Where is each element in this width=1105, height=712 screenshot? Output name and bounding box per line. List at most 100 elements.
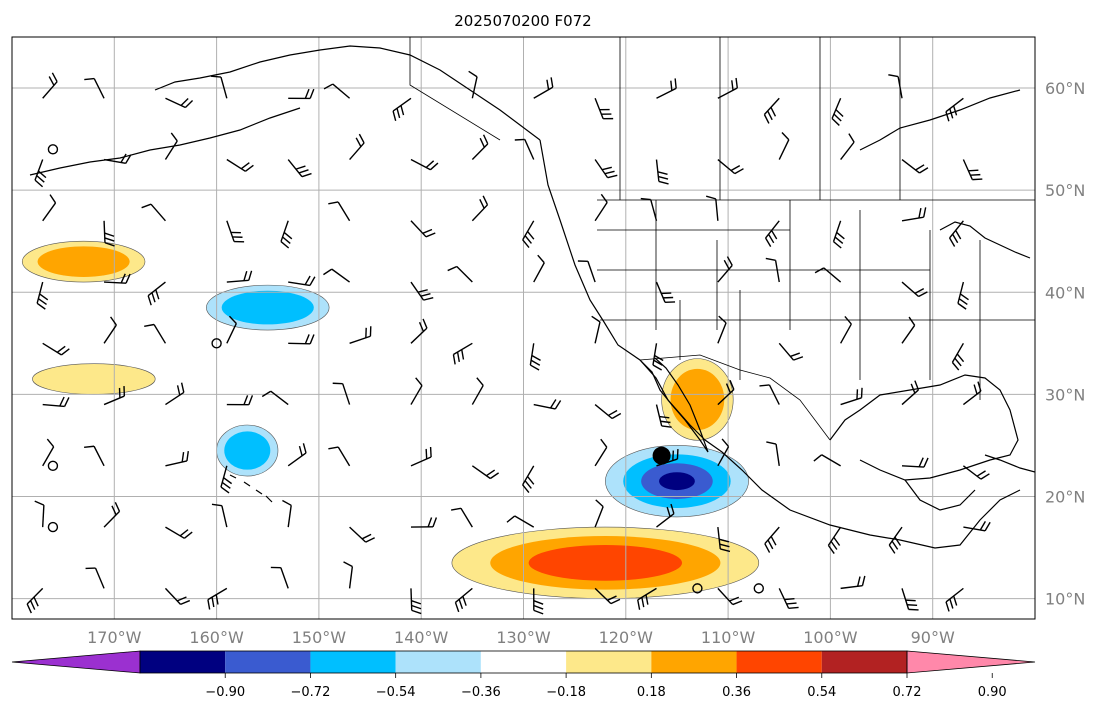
wind-barb [717, 158, 744, 175]
wind-barb [840, 387, 863, 406]
wind-barb [533, 588, 544, 615]
anomaly-central-pacific-40n-level-1 [221, 290, 314, 325]
anomaly-pacific-32n-level-0 [32, 363, 156, 395]
wind-barb [655, 159, 669, 185]
wind-barb [656, 503, 675, 528]
wind-barb [717, 587, 743, 606]
wind-barb [901, 207, 927, 222]
colorbar-tick-label: 0.54 [807, 685, 836, 700]
wind-barb [103, 153, 132, 165]
wind-barb [165, 450, 189, 467]
latitude-tick-labels: 10°N 20°N 30°N 40°N 50°N 60°N [1045, 79, 1085, 609]
wind-barb [392, 97, 412, 121]
wind-barb [533, 399, 562, 410]
wind-barb [36, 281, 49, 310]
lat-tick-label: 10°N [1045, 590, 1085, 609]
wind-barb [211, 503, 228, 528]
wind-barb [591, 315, 601, 344]
wind-barb [226, 270, 253, 283]
wind-barb [471, 377, 484, 405]
wind-barb [832, 220, 845, 249]
wind-barb [840, 575, 866, 590]
storm-center-marker [652, 446, 671, 465]
colorbar-swatch [395, 651, 481, 673]
wind-barb [962, 465, 990, 480]
wind-barb [84, 445, 105, 467]
anomaly-gulf-california-level-1 [670, 368, 725, 431]
lat-tick-label: 40°N [1045, 283, 1085, 302]
wind-barb [280, 220, 293, 249]
wind-barb [705, 195, 719, 221]
baja-peninsula [639, 357, 709, 453]
wind-barb [34, 159, 47, 188]
wind-barb [471, 195, 489, 222]
coastlines [29, 45, 1035, 549]
wind-barb [410, 281, 434, 301]
wind-barb [901, 588, 919, 611]
wind-barb [655, 404, 672, 428]
wind-barb [637, 587, 657, 610]
wind-barb [778, 131, 790, 160]
wind-barb [42, 194, 57, 222]
colorbar-swatch [566, 651, 652, 673]
wind-barb [831, 97, 844, 126]
west-coast-outline [539, 139, 1021, 549]
wind-barb [962, 159, 983, 181]
wind-barb [349, 526, 375, 543]
colorbar-swatch [651, 651, 737, 673]
wind-barb [901, 158, 929, 174]
map-plot-area [11, 36, 1036, 620]
wind-barb [778, 588, 799, 609]
wind-barb [951, 342, 965, 371]
wind-barb [164, 132, 178, 160]
wind-barb [103, 316, 117, 344]
colorbar-tick-label: 0.90 [978, 685, 1007, 700]
us-mexico-border [639, 354, 831, 441]
calm-station-circle [692, 583, 703, 594]
calm-station-circle [47, 460, 59, 472]
colorbar-extend-min [11, 650, 141, 674]
wind-barb [901, 380, 920, 406]
wind-barb [287, 443, 307, 467]
wind-barb [349, 326, 372, 344]
longitude-tick-labels: 170°W 160°W 150°W 140°W 130°W 120°W 110°W 100°W… [87, 628, 955, 647]
wind-barb [410, 377, 423, 405]
wind-barb [640, 197, 658, 221]
yucatan [904, 479, 976, 511]
wind-barb [104, 273, 131, 284]
colorbar-tick-label: 0.36 [722, 685, 751, 700]
lon-tick-label: 120°W [599, 628, 654, 647]
alaska-coast [154, 45, 541, 141]
wind-barbs [26, 70, 991, 615]
wind-barb [328, 446, 351, 467]
wind-barb [717, 438, 730, 467]
lat-tick-label: 20°N [1045, 487, 1085, 506]
wind-barb [840, 133, 855, 160]
wind-barb [42, 438, 55, 467]
canada-province-lines [619, 37, 901, 200]
wind-barb [288, 275, 316, 287]
wind-barb [901, 316, 916, 344]
wind-barb [888, 526, 903, 554]
wind-barb [343, 561, 354, 589]
colorbar-swatch [310, 651, 396, 673]
colorbar-swatch [736, 651, 822, 673]
wind-barb [594, 193, 608, 222]
wind-barb [814, 267, 842, 283]
wind-barb [717, 379, 735, 406]
wind-barb [103, 220, 115, 247]
lat-tick-label: 60°N [1045, 79, 1085, 98]
wind-barb [594, 499, 604, 528]
wind-barb [450, 507, 473, 528]
wind-barb [207, 587, 228, 610]
wind-barb [42, 342, 70, 356]
wind-barb [84, 77, 105, 99]
wind-barb [454, 587, 473, 613]
wind-barb [34, 500, 45, 528]
great-lakes [939, 221, 1031, 259]
hawaii-islands [229, 474, 273, 503]
wind-barb [764, 526, 780, 553]
wind-barb [468, 70, 478, 99]
wind-barb [410, 446, 432, 467]
colorbar-tick-label: −0.36 [461, 685, 501, 700]
